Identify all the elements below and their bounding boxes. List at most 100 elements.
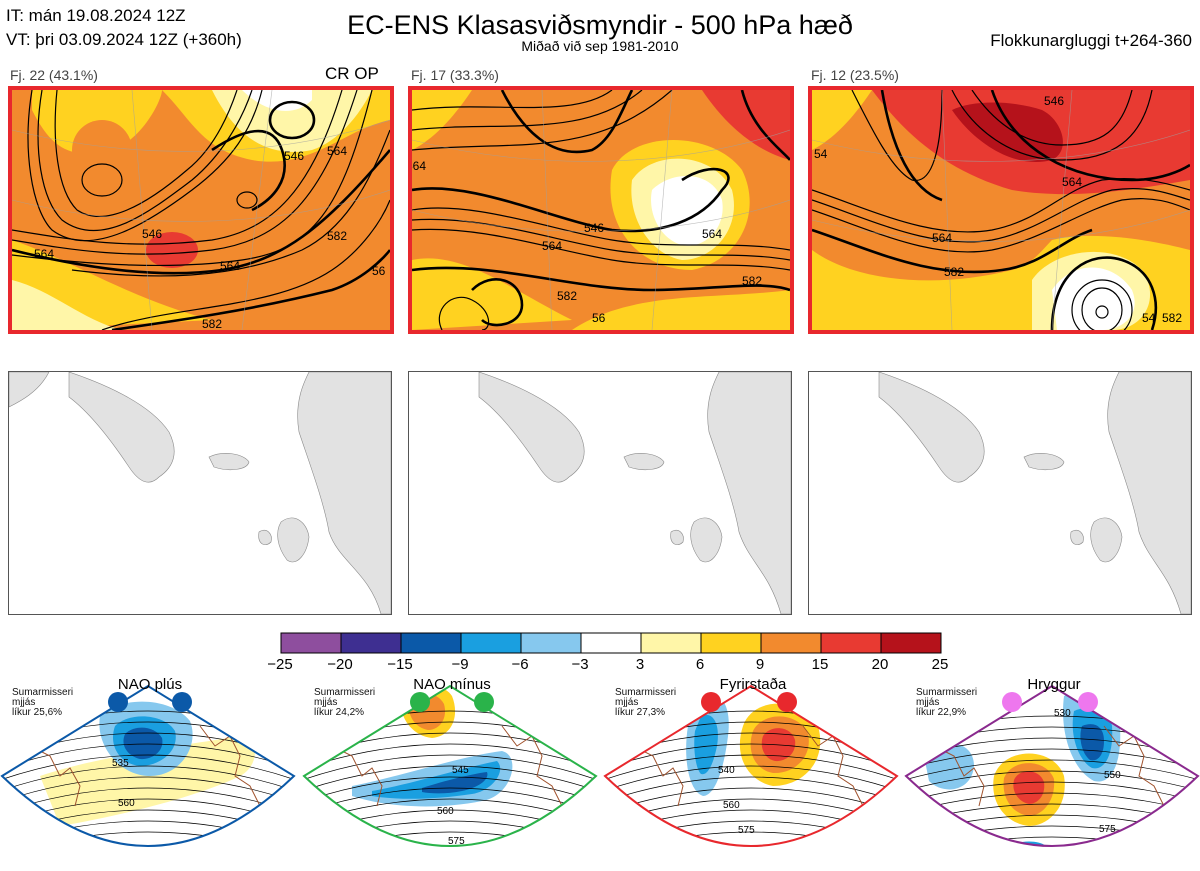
- colorbar-swatch-3: [460, 632, 522, 654]
- regime-dot-right: [1078, 692, 1098, 712]
- colorbar-tick-2: −15: [387, 656, 413, 673]
- cluster-3-label: Fj. 12 (23.5%): [811, 67, 899, 83]
- colorbar-swatch-10: [880, 632, 942, 654]
- page-title: EC-ENS Klasasviðsmyndir - 500 hPa hæð: [347, 10, 853, 40]
- regime-meta: Sumarmisseri mjjás líkur 27,3%: [615, 688, 676, 718]
- colorbar-tick-0: −25: [267, 656, 293, 673]
- c3-contour-582: 582: [944, 265, 964, 279]
- regime-panel: 540 560 575 Fyrirstaða Sumarmisseri mjjás líku…: [603, 676, 899, 871]
- regime-panel: 535 560 NAO plús Sumarmisseri mjjás líkur 25,…: [0, 676, 296, 871]
- colorbar-swatch-9: [820, 632, 882, 654]
- regime-contour-label: 540: [718, 765, 735, 776]
- c3-contour-54b: 54: [1142, 311, 1156, 325]
- colorbar-swatch-6: [640, 632, 702, 654]
- regime-season: Sumarmisseri: [314, 687, 376, 698]
- colorbar-swatch-7: [700, 632, 762, 654]
- regime-dot-left: [108, 692, 128, 712]
- colorbar-tick-5: −3: [571, 656, 589, 673]
- regime-contour-label: 545: [452, 765, 469, 776]
- regime-panel: 530 550 575 Hryggur Sumarmisseri mjjás líkur 2…: [904, 676, 1200, 871]
- regime-contour-label: 575: [1099, 824, 1116, 835]
- cluster-3-land-map: [808, 371, 1192, 615]
- regime-map: [302, 684, 598, 847]
- regime-dot-right: [777, 692, 797, 712]
- regime-prob: líkur 22,9%: [916, 707, 967, 718]
- regime-dot-left: [701, 692, 721, 712]
- c3-contour-564a: 564: [932, 231, 952, 245]
- regime-season: Sumarmisseri: [916, 687, 978, 698]
- colorbar-tick-11: 25: [931, 656, 949, 673]
- c2-contour-582b: 582: [742, 274, 762, 288]
- c2-contour-564a: 564: [412, 159, 426, 173]
- c2-contour-564c: 564: [702, 227, 722, 241]
- regime-contour-label: 560: [118, 798, 135, 809]
- regime-map: [0, 684, 296, 847]
- colorbar-swatch-5: [580, 632, 642, 654]
- cluster-1-tag: CR OP: [325, 64, 379, 83]
- cluster-1-map: 546 564 564 582 546 564 582 56: [8, 86, 394, 334]
- colorbar-tick-8: 9: [755, 656, 765, 673]
- regime-meta: Sumarmisseri mjjás líkur 22,9%: [916, 688, 977, 718]
- regime-contour-label: 535: [112, 758, 129, 769]
- regime-dot-right: [474, 692, 494, 712]
- regime-prob: líkur 27,3%: [615, 707, 666, 718]
- colorbar-swatch-8: [760, 632, 822, 654]
- c1-contour-546b: 546: [284, 149, 304, 163]
- c1-contour-564b: 564: [220, 259, 240, 273]
- regime-prob: líkur 24,2%: [314, 707, 365, 718]
- regime-season: Sumarmisseri: [615, 687, 677, 698]
- c1-contour-582: 582: [327, 229, 347, 243]
- colorbar: [280, 632, 942, 654]
- colorbar-swatches: [280, 632, 942, 654]
- c2-contour-56: 56: [592, 311, 606, 325]
- c3-contour-564b: 564: [1062, 175, 1082, 189]
- colorbar-tick-3: −9: [451, 656, 469, 673]
- valid-time: VT: þri 03.09.2024 12Z (+360h): [6, 30, 242, 49]
- colorbar-swatch-4: [520, 632, 582, 654]
- regime-smooth: mjjás: [615, 697, 639, 708]
- colorbar-swatch-0: [280, 632, 342, 654]
- colorbar-swatch-2: [400, 632, 462, 654]
- colorbar-tick-9: 15: [811, 656, 829, 673]
- colorbar-tick-4: −6: [511, 656, 529, 673]
- colorbar-tick-7: 6: [695, 656, 705, 673]
- regime-map: [603, 684, 899, 847]
- c1-contour-564c: 564: [327, 144, 347, 158]
- cluster-3-map: 54 546 564 564 582 582 54: [808, 86, 1194, 334]
- regime-title: Fyrirstaða: [719, 676, 787, 693]
- c3-contour-582b: 582: [1162, 311, 1182, 325]
- c1-contour-546: 546: [142, 227, 162, 241]
- regime-smooth: mjjás: [916, 697, 940, 708]
- classification-window: Flokkunargluggi t+264-360: [990, 31, 1192, 50]
- page-subtitle: Miðað við sep 1981-2010: [521, 38, 679, 54]
- regime-title: Hryggur: [1027, 676, 1081, 693]
- c1-contour-564a: 564: [34, 247, 54, 261]
- regime-contour-label: 575: [738, 825, 755, 836]
- c3-contour-54: 54: [814, 147, 828, 161]
- regime-contour-label: 530: [1054, 708, 1071, 719]
- regime-prob: líkur 25,6%: [12, 707, 63, 718]
- c3-contour-546: 546: [1044, 94, 1064, 108]
- c1-contour-56: 56: [372, 264, 386, 278]
- initial-time: IT: mán 19.08.2024 12Z: [6, 6, 186, 25]
- colorbar-tick-6: 3: [635, 656, 645, 673]
- regime-dot-left: [410, 692, 430, 712]
- regime-smooth: mjjás: [314, 697, 338, 708]
- regime-smooth: mjjás: [12, 697, 36, 708]
- regime-meta: Sumarmisseri mjjás líkur 24,2%: [314, 688, 375, 718]
- regime-contour-label: 560: [723, 800, 740, 811]
- regime-dot-left: [1002, 692, 1022, 712]
- regime-season: Sumarmisseri: [12, 687, 74, 698]
- regime-dot-right: [172, 692, 192, 712]
- regime-contour-label: 550: [1104, 770, 1121, 781]
- c2-contour-546: 546: [584, 221, 604, 235]
- regime-panel: 545 560 575 NAO mínus Sumarmisseri mjjás líkur…: [302, 676, 598, 871]
- regime-contour-label: 575: [448, 836, 465, 847]
- cluster-1-label: Fj. 22 (43.1%): [10, 67, 98, 83]
- regime-meta: Sumarmisseri mjjás líkur 25,6%: [12, 688, 73, 718]
- colorbar-tick-10: 20: [871, 656, 889, 673]
- cluster-2-land-map: [408, 371, 792, 615]
- cluster-1-land-map: [8, 371, 392, 615]
- c1-contour-582b: 582: [202, 317, 222, 330]
- colorbar-swatch-1: [340, 632, 402, 654]
